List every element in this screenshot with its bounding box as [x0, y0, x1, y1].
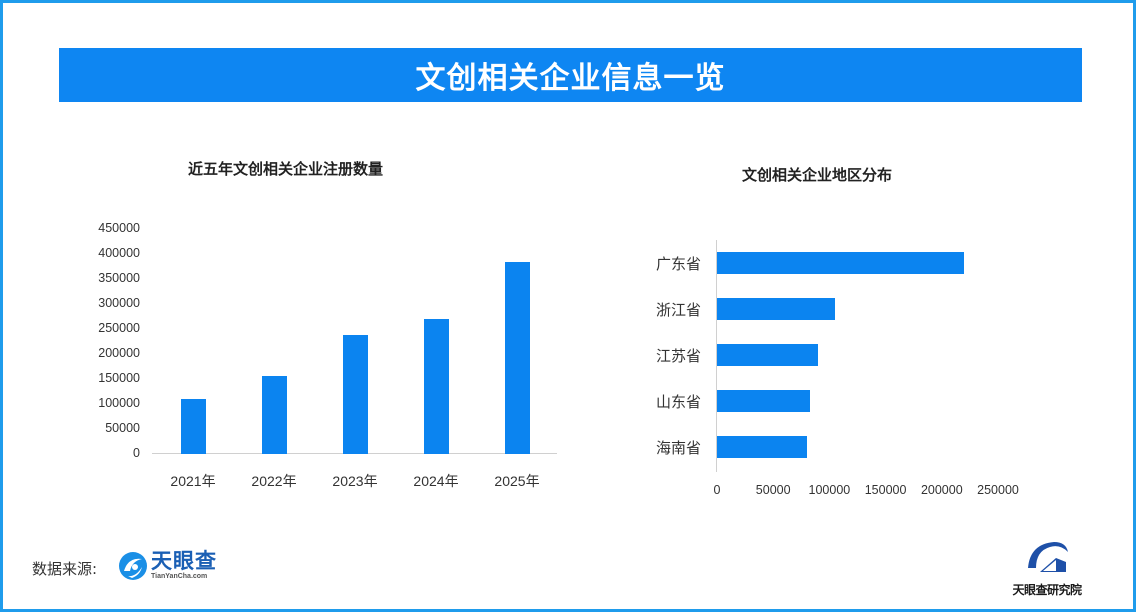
- bar-浙江省: [717, 298, 836, 320]
- x-tick-label: 2024年: [413, 473, 459, 489]
- bar-2022年: [262, 376, 287, 454]
- institute-name: 天眼查研究院: [1012, 583, 1082, 597]
- y-tick-label: 350000: [98, 271, 140, 285]
- y-tick-label: 250000: [98, 321, 140, 335]
- x-tick-label: 100000: [808, 483, 851, 497]
- y-axis-line: [716, 240, 717, 472]
- chart-title-regions: 文创相关企业地区分布: [742, 166, 893, 184]
- x-tick-label: 2021年: [170, 473, 216, 489]
- chart-title-registrations: 近五年文创相关企业注册数量: [188, 160, 384, 178]
- institute-logo: 天眼查研究院: [1004, 538, 1090, 598]
- institute-emblem-icon: [1028, 542, 1068, 572]
- x-tick-label: 250000: [977, 483, 1019, 497]
- y-tick-label: 450000: [98, 221, 140, 235]
- category-label: 江苏省: [655, 347, 701, 365]
- title-banner: 文创相关企业信息一览: [59, 48, 1082, 102]
- bar-2023年: [343, 335, 368, 454]
- x-tick-label: 200000: [920, 483, 963, 497]
- category-label: 广东省: [655, 255, 701, 273]
- bar-江苏省: [717, 344, 819, 366]
- bar-2025年: [505, 262, 530, 454]
- y-tick-label: 200000: [98, 346, 140, 360]
- x-tick-label: 2023年: [332, 473, 378, 489]
- tianyancha-logo: 天眼查 TianYanCha.com: [118, 550, 217, 581]
- x-tick-label: 2025年: [494, 473, 540, 489]
- y-tick-label: 0: [133, 446, 140, 460]
- x-tick-label: 0: [713, 483, 721, 497]
- y-tick-label: 150000: [98, 371, 140, 385]
- tianyancha-logo-text: 天眼查: [151, 549, 217, 573]
- bar-2021年: [181, 399, 206, 454]
- y-tick-label: 100000: [98, 396, 140, 410]
- category-label: 浙江省: [655, 301, 701, 319]
- tianyancha-logo-domain: TianYanCha.com: [151, 573, 208, 580]
- category-label: 山东省: [655, 393, 701, 411]
- x-tick-label: 50000: [755, 483, 791, 497]
- data-source-label: 数据来源:: [32, 560, 98, 578]
- y-tick-label: 400000: [98, 246, 140, 260]
- y-tick-label: 300000: [98, 296, 140, 310]
- tianyancha-swirl-icon: [119, 551, 147, 580]
- bar-山东省: [717, 390, 810, 412]
- x-tick-label: 150000: [864, 483, 907, 497]
- y-tick-label: 50000: [105, 421, 140, 435]
- page-title: 文创相关企业信息一览: [415, 61, 726, 96]
- category-label: 海南省: [655, 439, 701, 457]
- x-tick-label: 2022年: [251, 473, 297, 489]
- bar-海南省: [717, 436, 807, 458]
- bar-广东省: [717, 252, 965, 274]
- bar-2024年: [424, 319, 449, 454]
